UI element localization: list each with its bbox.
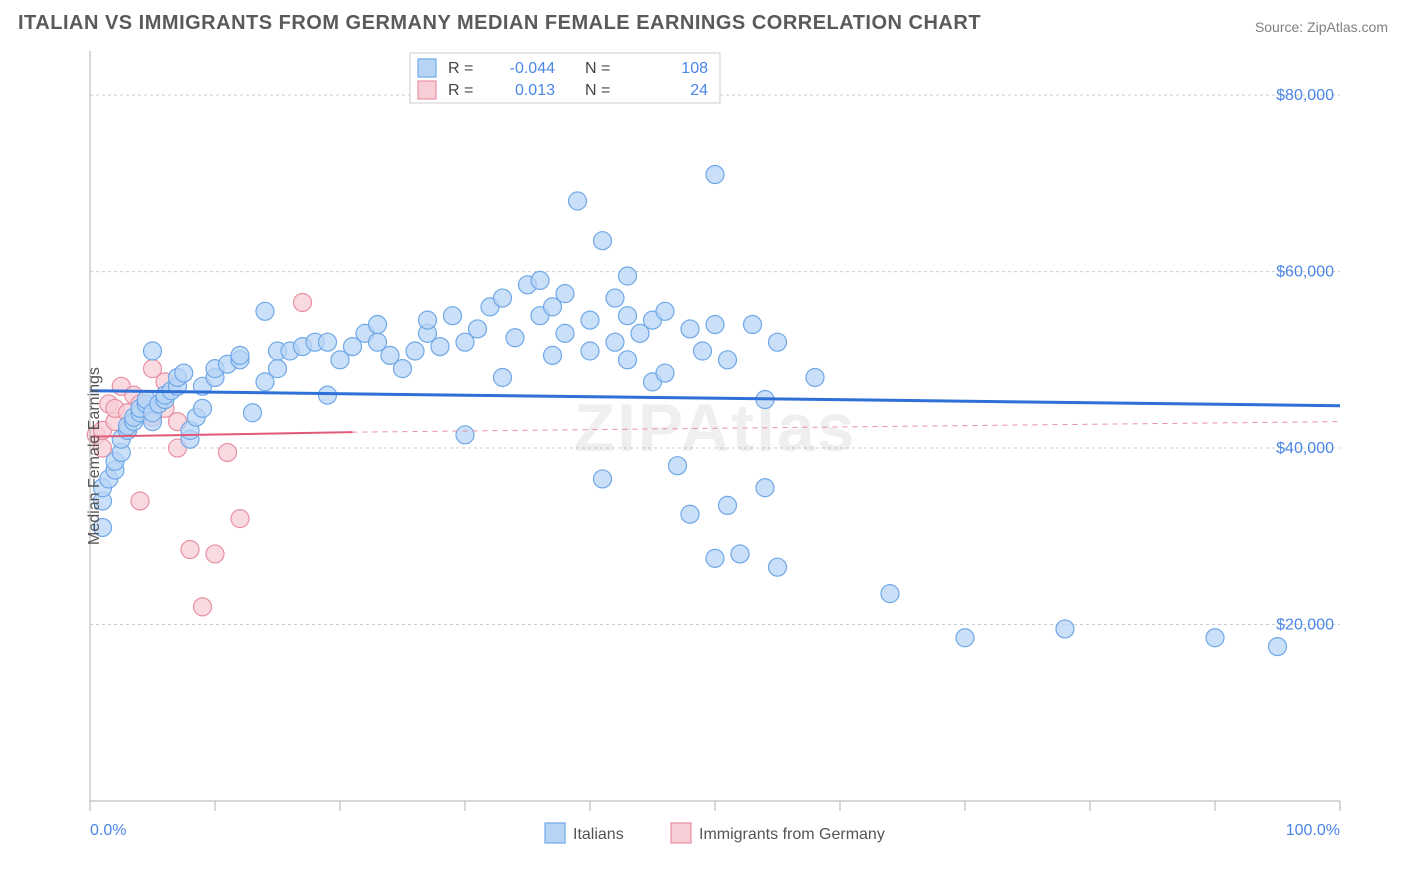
stats-n-label: N = <box>585 60 610 77</box>
italians-point <box>619 307 637 325</box>
italians-point <box>706 316 724 334</box>
italians-point <box>681 320 699 338</box>
germany-point <box>231 510 249 528</box>
stats-r-value: 0.013 <box>515 82 555 99</box>
stats-swatch <box>418 59 436 77</box>
italians-point <box>769 333 787 351</box>
italians-point <box>656 302 674 320</box>
stats-n-label: N = <box>585 82 610 99</box>
italians-point <box>756 479 774 497</box>
italians-point <box>594 470 612 488</box>
italians-point <box>444 307 462 325</box>
y-tick-label: $80,000 <box>1276 87 1334 104</box>
italians-point <box>719 351 737 369</box>
x-min-label: 0.0% <box>90 822 126 839</box>
italians-point <box>606 333 624 351</box>
italians-point <box>1269 638 1287 656</box>
chart-title: ITALIAN VS IMMIGRANTS FROM GERMANY MEDIA… <box>18 12 981 35</box>
y-axis-label: Median Female Earnings <box>86 367 104 545</box>
italians-point <box>144 342 162 360</box>
italians-point <box>706 549 724 567</box>
italians-point <box>494 289 512 307</box>
italians-point <box>569 192 587 210</box>
italians-point <box>419 311 437 329</box>
italians-point <box>656 364 674 382</box>
italians-point <box>244 404 262 422</box>
italians-point <box>175 364 193 382</box>
italians-point <box>506 329 524 347</box>
germany-point <box>219 443 237 461</box>
italians-point <box>456 426 474 444</box>
germany-point <box>294 293 312 311</box>
italians-point <box>431 338 449 356</box>
italians-point <box>769 558 787 576</box>
italians-point <box>531 271 549 289</box>
stats-n-value: 108 <box>681 60 708 77</box>
x-max-label: 100.0% <box>1286 822 1340 839</box>
italians-point <box>744 316 762 334</box>
italians-point <box>269 360 287 378</box>
stats-r-label: R = <box>448 82 473 99</box>
italians-point <box>619 267 637 285</box>
italians-point <box>231 346 249 364</box>
italians-point <box>606 289 624 307</box>
italians-point <box>406 342 424 360</box>
germany-point <box>131 492 149 510</box>
germany-point <box>194 598 212 616</box>
italians-point <box>469 320 487 338</box>
germany-point <box>181 541 199 559</box>
italians-point <box>544 346 562 364</box>
italians-point <box>1056 620 1074 638</box>
italians-point <box>681 505 699 523</box>
italians-point <box>194 399 212 417</box>
italians-point <box>669 457 687 475</box>
italians-point <box>594 232 612 250</box>
legend-label-italians: Italians <box>573 826 624 843</box>
italians-point <box>731 545 749 563</box>
italians-point <box>319 333 337 351</box>
italians-point <box>619 351 637 369</box>
germany-point <box>206 545 224 563</box>
italians-point <box>556 285 574 303</box>
stats-n-value: 24 <box>690 82 708 99</box>
source-label: Source: ZipAtlas.com <box>1255 19 1388 35</box>
italians-point <box>556 324 574 342</box>
correlation-scatter-chart: $20,000$40,000$60,000$80,000ZIPAtlas0.0%… <box>40 41 1400 846</box>
italians-point <box>694 342 712 360</box>
italians-point <box>394 360 412 378</box>
stats-swatch <box>418 81 436 99</box>
italians-point <box>956 629 974 647</box>
italians-point <box>581 342 599 360</box>
legend-swatch-germany <box>671 823 691 843</box>
legend-label-germany: Immigrants from Germany <box>699 826 885 843</box>
italians-point <box>581 311 599 329</box>
legend-swatch-italians <box>545 823 565 843</box>
y-tick-label: $20,000 <box>1276 617 1334 634</box>
italians-point <box>881 585 899 603</box>
stats-r-value: -0.044 <box>510 60 555 77</box>
y-tick-label: $60,000 <box>1276 264 1334 281</box>
italians-point <box>719 496 737 514</box>
italians-point <box>494 368 512 386</box>
italians-point <box>706 166 724 184</box>
italians-point <box>806 368 824 386</box>
y-tick-label: $40,000 <box>1276 440 1334 457</box>
italians-point <box>369 316 387 334</box>
italians-point <box>1206 629 1224 647</box>
italians-point <box>256 302 274 320</box>
stats-r-label: R = <box>448 60 473 77</box>
